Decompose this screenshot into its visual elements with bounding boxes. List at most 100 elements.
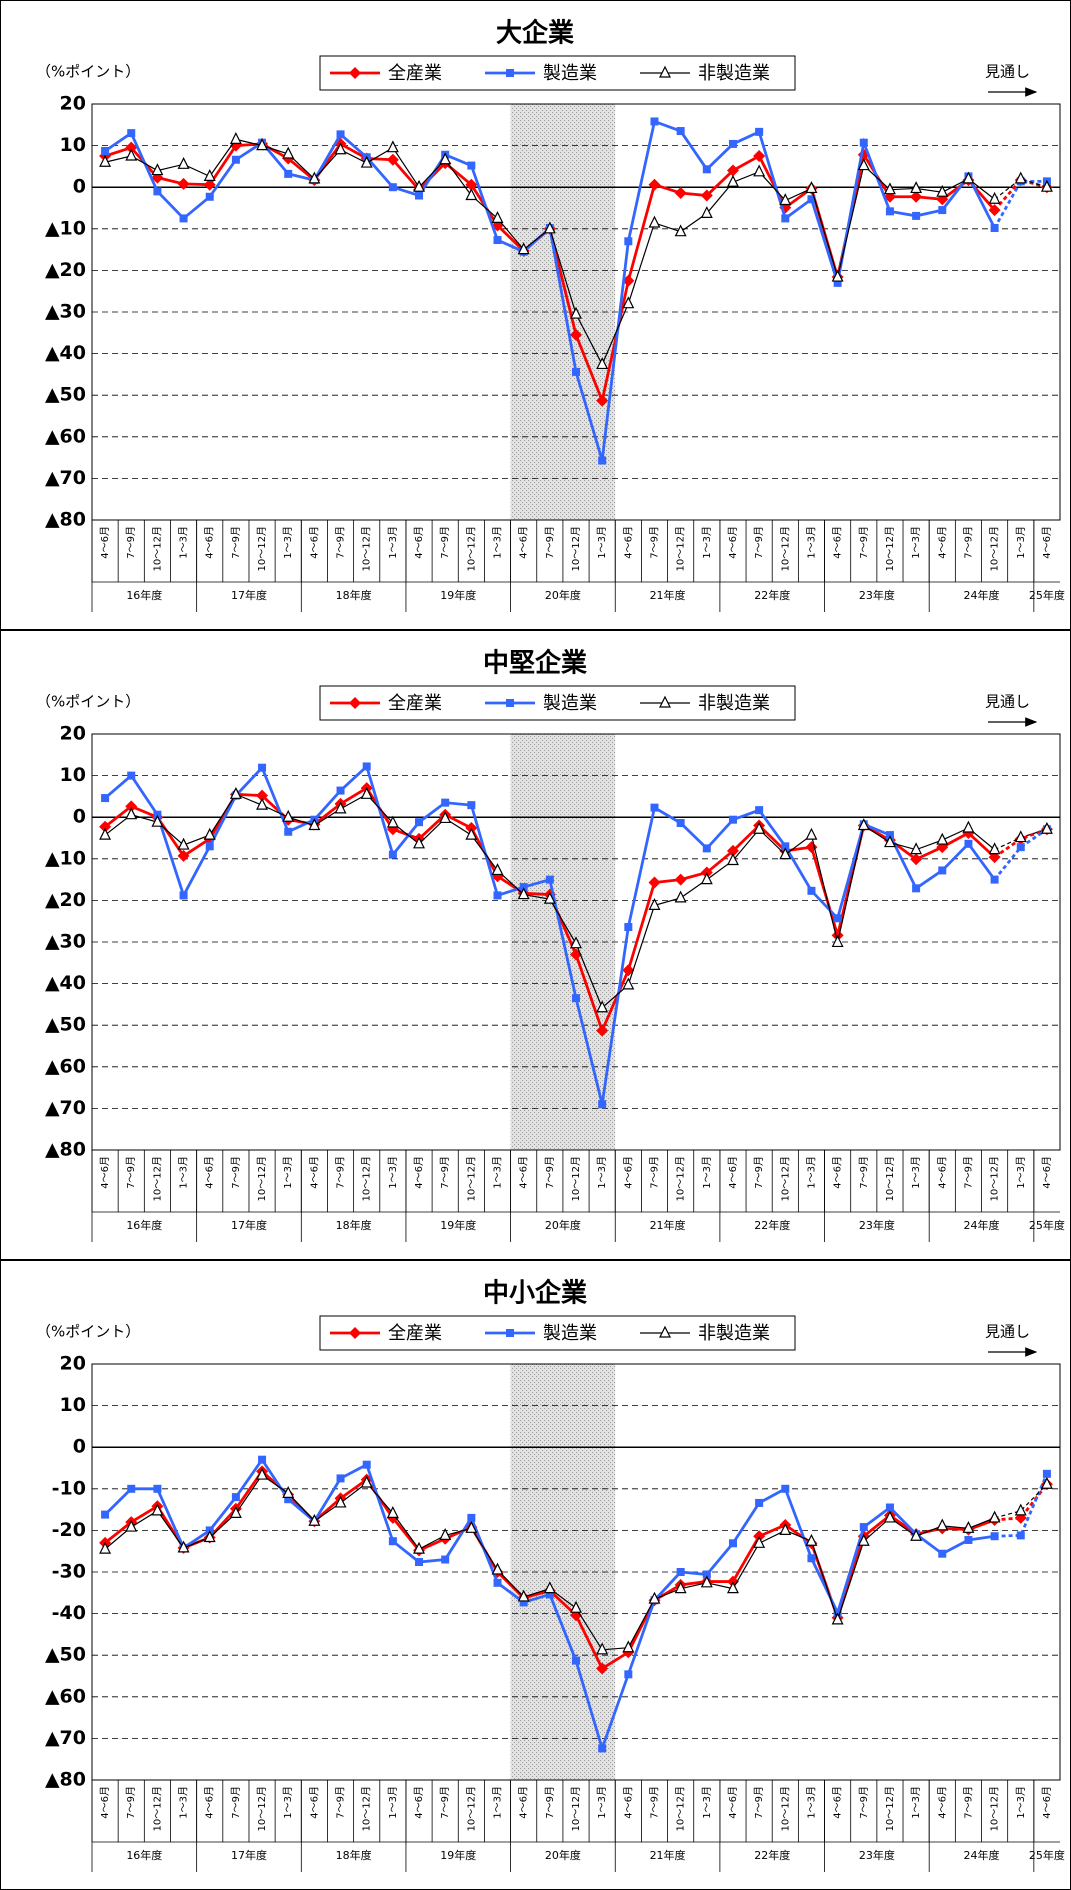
y-tick-label: 10 bbox=[60, 764, 86, 786]
x-tick-label: 7～9月 bbox=[962, 526, 974, 559]
x-tick-label: 10～12月 bbox=[884, 1156, 896, 1201]
data-point bbox=[753, 821, 766, 834]
data-point bbox=[467, 801, 476, 810]
data-point bbox=[256, 138, 269, 151]
data-point bbox=[598, 1100, 607, 1109]
group-label: 25年度 bbox=[1029, 1848, 1065, 1862]
y-tick-label: ▲70 bbox=[45, 1097, 86, 1119]
legend-label: 非製造業 bbox=[698, 693, 770, 714]
x-tick-label: 7～9月 bbox=[125, 526, 137, 559]
data-point bbox=[284, 169, 293, 178]
data-point bbox=[231, 1493, 240, 1502]
x-tick-label: 7～9月 bbox=[335, 526, 347, 559]
legend-label: 非製造業 bbox=[698, 1323, 770, 1344]
x-tick-label: 4～6月 bbox=[832, 1786, 844, 1819]
group-label: 20年度 bbox=[545, 1848, 581, 1862]
x-tick-label: 10～12月 bbox=[989, 1156, 1001, 1201]
data-point bbox=[857, 1533, 870, 1546]
y-tick-label: ▲50 bbox=[45, 1014, 86, 1036]
x-tick-label: 1～3月 bbox=[701, 1156, 713, 1189]
data-point bbox=[282, 809, 295, 822]
data-point bbox=[700, 1575, 713, 1588]
data-point bbox=[755, 1498, 764, 1507]
group-label: 24年度 bbox=[964, 1848, 1000, 1862]
x-tick-label: 10～12月 bbox=[361, 526, 373, 571]
legend-marker bbox=[506, 699, 514, 707]
x-tick-label: 7～9月 bbox=[544, 526, 556, 559]
data-point bbox=[727, 1581, 739, 1594]
x-tick-label: 10～12月 bbox=[675, 526, 687, 571]
x-tick-label: 1～3月 bbox=[387, 1786, 399, 1819]
x-tick-label: 7～9月 bbox=[962, 1156, 974, 1189]
data-point bbox=[570, 1600, 582, 1613]
data-point bbox=[674, 224, 687, 237]
x-tick-label: 4～6月 bbox=[832, 526, 844, 559]
x-tick-label: 7～9月 bbox=[858, 1786, 870, 1819]
x-tick-label: 10～12月 bbox=[779, 526, 791, 571]
data-point bbox=[805, 841, 818, 854]
x-tick-label: 1～3月 bbox=[1015, 1156, 1027, 1189]
data-point bbox=[648, 898, 661, 910]
data-point bbox=[386, 815, 399, 828]
data-point bbox=[491, 1562, 504, 1575]
x-tick-label: 10～12月 bbox=[361, 1156, 373, 1201]
y-tick-label: ▲40 bbox=[45, 342, 86, 364]
data-point bbox=[125, 1519, 138, 1532]
group-label: 19年度 bbox=[440, 1218, 476, 1232]
x-tick-label: 7～9月 bbox=[648, 1156, 660, 1189]
forecast-note: 見通し bbox=[985, 693, 1030, 711]
x-tick-label: 10～12月 bbox=[570, 526, 582, 571]
data-point bbox=[596, 1642, 609, 1655]
data-point bbox=[127, 1484, 136, 1493]
x-tick-label: 1～3月 bbox=[387, 526, 399, 559]
legend-label: 全産業 bbox=[388, 1323, 442, 1344]
unit-label: （%ポイント） bbox=[36, 63, 140, 81]
data-point bbox=[125, 141, 138, 154]
data-point bbox=[857, 818, 870, 831]
data-point bbox=[624, 1670, 633, 1679]
data-point bbox=[308, 1513, 321, 1526]
x-tick-label: 10～12月 bbox=[884, 526, 896, 571]
x-tick-label: 7～9月 bbox=[858, 526, 870, 559]
data-point bbox=[648, 876, 661, 889]
y-tick-label: ▲20 bbox=[45, 889, 86, 911]
data-point bbox=[728, 815, 737, 824]
group-label: 19年度 bbox=[440, 1848, 476, 1862]
x-tick-label: 4～6月 bbox=[413, 1156, 425, 1189]
data-point bbox=[988, 842, 1001, 855]
y-tick-label: -40 bbox=[52, 1602, 86, 1624]
data-point bbox=[885, 831, 894, 840]
data-point bbox=[598, 456, 607, 465]
x-tick-label: 4～6月 bbox=[727, 526, 739, 559]
x-tick-label: 10～12月 bbox=[256, 1786, 268, 1831]
data-point bbox=[388, 850, 397, 859]
data-point bbox=[859, 138, 868, 147]
data-point bbox=[962, 1520, 975, 1533]
data-point bbox=[334, 801, 347, 814]
data-point bbox=[360, 1475, 373, 1488]
data-point bbox=[596, 357, 609, 370]
data-point bbox=[755, 127, 764, 136]
chart-panel: 中堅企業 （%ポイント） 見通し 20 10 0 ▲10 ▲20 ▲30 ▲40 ▲50 ▲60 ▲70… bbox=[0, 630, 1071, 1260]
data-point bbox=[493, 1578, 502, 1587]
data-point bbox=[674, 187, 687, 200]
x-tick-label: 1～3月 bbox=[282, 1156, 294, 1189]
data-point bbox=[439, 811, 452, 824]
data-point bbox=[177, 156, 190, 169]
data-point bbox=[570, 948, 582, 961]
x-tick-label: 1～3月 bbox=[492, 1786, 504, 1819]
chart-panel: 中小企業 （%ポイント） 見通し 20 10 0 -10 -20 -30 -40 ▲50 ▲60 ▲70… bbox=[0, 1260, 1071, 1890]
legend-label: 製造業 bbox=[543, 693, 597, 714]
data-point bbox=[726, 844, 739, 857]
data-point bbox=[572, 994, 580, 1003]
x-tick-label: 1～3月 bbox=[596, 526, 608, 559]
data-point bbox=[282, 146, 295, 159]
data-point bbox=[728, 139, 737, 148]
data-point bbox=[1042, 1469, 1051, 1478]
legend-box bbox=[319, 1315, 796, 1351]
data-point bbox=[491, 870, 504, 883]
x-tick-label: 4～6月 bbox=[99, 526, 111, 559]
group-label: 20年度 bbox=[545, 1218, 581, 1232]
data-point bbox=[622, 1640, 635, 1653]
y-tick-label: ▲30 bbox=[45, 931, 86, 953]
